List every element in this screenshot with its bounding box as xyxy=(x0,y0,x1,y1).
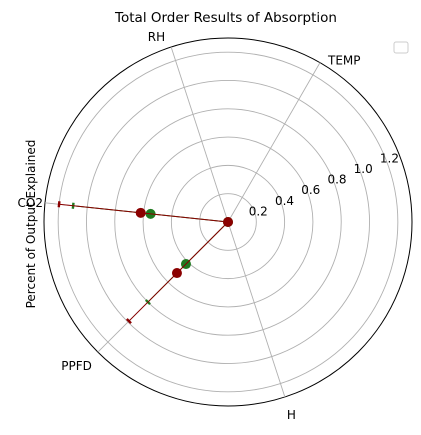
r-tick-label-2: 0.6 xyxy=(301,183,320,197)
spoke-h xyxy=(227,221,286,398)
r-tick-label-4: 1.0 xyxy=(354,162,373,176)
series-1-point-1 xyxy=(171,268,182,279)
theta-label-temp: TEMP xyxy=(327,54,361,68)
r-tick-label-3: 0.8 xyxy=(327,173,346,187)
center-point-darkred xyxy=(223,217,233,227)
axis-labels: TEMP RH CO2 PPFD H 0.2 0.4 0.6 0.8 1.0 1.2 xyxy=(18,30,399,422)
r-tick-label-5: 1.2 xyxy=(380,151,399,165)
spoke-temp xyxy=(227,62,321,223)
theta-label-h: H xyxy=(287,408,296,422)
theta-label-rh: RH xyxy=(148,30,165,44)
grid-circle-4 xyxy=(86,80,370,364)
theta-label-co2: CO2 xyxy=(18,196,43,210)
grid-circle-5 xyxy=(57,51,399,393)
grid-circle-3 xyxy=(114,108,342,336)
y-axis-label: Percent of Output Explained xyxy=(24,140,38,309)
series-1-cap-1 xyxy=(125,318,132,325)
theta-label-ppfd: PPFD xyxy=(61,359,92,373)
r-tick-label-0: 0.2 xyxy=(249,204,268,218)
grid-circle-2 xyxy=(142,136,314,308)
grid-circle-1 xyxy=(170,164,286,280)
polar-outline xyxy=(43,37,413,407)
spoke-rh xyxy=(170,46,229,223)
series-1-point-0 xyxy=(135,207,146,218)
r-tick-label-1: 0.4 xyxy=(275,194,294,208)
series-1-cap-0 xyxy=(57,201,61,208)
grid-circle-0 xyxy=(199,193,257,251)
data-marks xyxy=(57,201,233,325)
chart-title: Total Order Results of Absorption xyxy=(114,10,337,26)
legend-box[interactable] xyxy=(393,41,409,54)
